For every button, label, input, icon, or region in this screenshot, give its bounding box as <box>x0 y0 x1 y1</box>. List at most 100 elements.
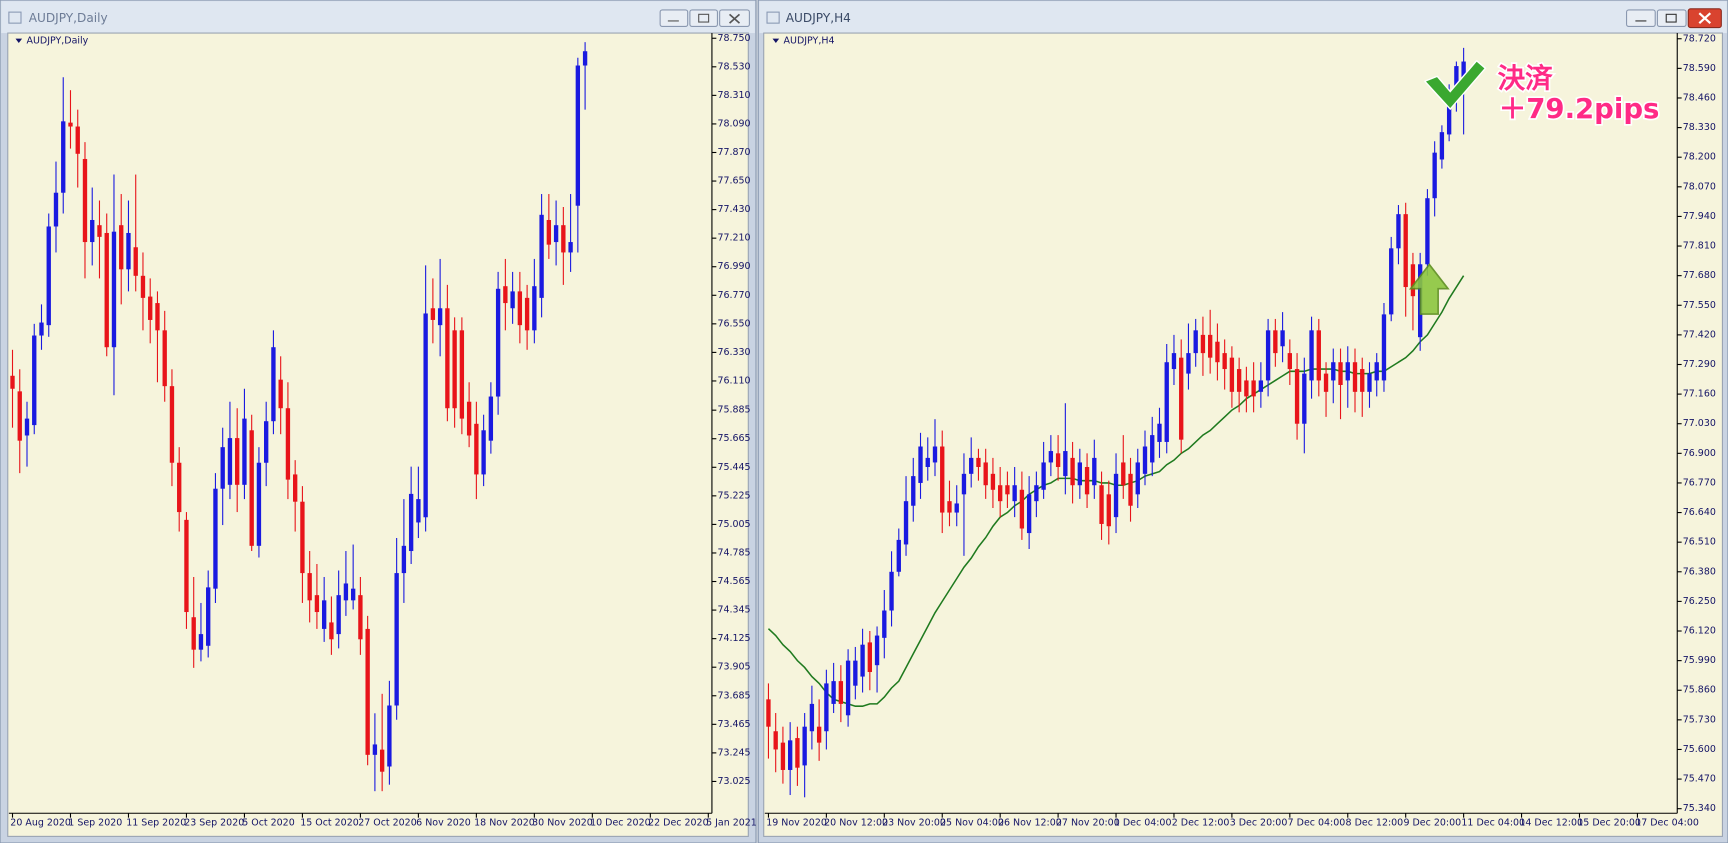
candle-body <box>1034 485 1038 501</box>
candle-body <box>279 380 283 409</box>
x-tick-label: 5 Jan 2021 <box>706 818 757 829</box>
y-tick-label: 77.030 <box>1683 418 1716 429</box>
x-tick-label: 2 Dec 12:00 <box>1172 818 1230 829</box>
annotation: ＋79.2pips <box>1499 93 1660 125</box>
y-tick-label: 78.530 <box>717 61 750 72</box>
maximize-button[interactable] <box>690 10 718 27</box>
candle-body <box>264 421 268 463</box>
candle-body <box>839 681 843 704</box>
x-tick-label: 14 Dec 12:00 <box>1519 818 1583 829</box>
candle-body <box>940 447 944 513</box>
candle-body <box>155 303 159 330</box>
candle-body <box>39 323 43 336</box>
candle-body <box>315 595 319 612</box>
candle-body <box>83 159 87 242</box>
candle-body <box>199 634 203 650</box>
candle-body <box>192 617 196 649</box>
y-tick-label: 75.340 <box>1683 803 1716 814</box>
candle-body <box>76 127 80 154</box>
candle-body <box>1346 362 1350 380</box>
x-tick-label: 19 Nov 2020 <box>766 818 827 829</box>
candle-body <box>1049 451 1053 462</box>
candle-body <box>25 419 29 436</box>
candle-body <box>774 731 778 749</box>
candle-body <box>539 215 543 298</box>
y-tick-label: 77.940 <box>1683 211 1716 222</box>
y-tick-label: 73.465 <box>717 719 750 730</box>
x-tick-label: 26 Nov 12:00 <box>998 818 1062 829</box>
candle-body <box>860 645 864 677</box>
candle-body <box>1302 374 1306 424</box>
y-tick-label: 76.770 <box>717 290 750 301</box>
y-tick-label: 75.860 <box>1683 685 1716 696</box>
candle-body <box>1194 330 1198 353</box>
y-tick-label: 76.120 <box>1683 626 1716 637</box>
y-tick-label: 75.445 <box>717 462 750 473</box>
candle-body <box>802 727 806 766</box>
minimize-button[interactable] <box>660 10 688 27</box>
y-tick-label: 77.430 <box>717 204 750 215</box>
y-tick-label: 77.160 <box>1683 389 1716 400</box>
minimize-button[interactable] <box>1627 10 1656 27</box>
candle-body <box>1150 435 1154 462</box>
y-tick-label: 78.070 <box>1683 181 1716 192</box>
y-tick-label: 76.380 <box>1683 566 1716 577</box>
candle-body <box>474 424 478 475</box>
y-tick-label: 77.550 <box>1683 300 1716 311</box>
x-tick-label: 23 Sep 2020 <box>184 818 244 829</box>
candle-body <box>126 233 130 269</box>
x-tick-label: 25 Nov 04:00 <box>940 818 1004 829</box>
candle-body <box>307 573 311 600</box>
candle-body <box>1186 353 1190 374</box>
candle-body <box>163 330 167 386</box>
candle-body <box>1382 314 1386 380</box>
y-tick-label: 76.510 <box>1683 537 1716 548</box>
candle-body <box>1078 462 1082 485</box>
candle-body <box>889 572 893 611</box>
y-tick-label: 75.665 <box>717 433 750 444</box>
x-tick-label: 1 Dec 04:00 <box>1114 818 1172 829</box>
y-tick-label: 78.460 <box>1683 92 1716 103</box>
candle-body <box>206 587 210 645</box>
y-tick-label: 78.310 <box>717 90 750 101</box>
x-tick-label: 22 Dec 2020 <box>648 818 709 829</box>
window-daily: AUDJPY,Daily AUDJPY,Daily 78.75078.53078… <box>0 0 757 843</box>
candle-body <box>1085 467 1089 494</box>
y-tick-label: 77.210 <box>717 233 750 244</box>
candle-body <box>438 308 442 325</box>
candle-body <box>68 123 72 127</box>
candle-body <box>1136 462 1140 494</box>
candle-body <box>525 298 529 330</box>
candle-body <box>1107 494 1111 526</box>
candle-body <box>1222 353 1226 369</box>
candle-body <box>170 386 174 463</box>
annotation: 決済 <box>1498 62 1554 94</box>
window-title: AUDJPY,Daily <box>29 11 108 25</box>
maximize-button[interactable] <box>1657 10 1686 27</box>
candle-body <box>481 430 485 474</box>
y-tick-label: 75.600 <box>1683 744 1716 755</box>
candle-body <box>1208 335 1212 358</box>
y-tick-label: 76.110 <box>717 375 750 386</box>
y-tick-label: 74.785 <box>717 547 750 558</box>
candle-body <box>955 503 959 512</box>
candle-body <box>221 447 225 489</box>
x-tick-label: 15 Dec 20:00 <box>1577 818 1641 829</box>
candle-body <box>452 330 456 408</box>
candle-body <box>962 474 966 495</box>
candle-body <box>817 727 821 743</box>
y-tick-label: 74.125 <box>717 633 750 644</box>
candle-body <box>1020 490 1024 529</box>
candle-body <box>1440 132 1444 159</box>
candle-body <box>547 220 551 245</box>
candle-body <box>329 622 333 639</box>
y-tick-label: 78.200 <box>1683 152 1716 163</box>
x-tick-label: 27 Oct 2020 <box>358 818 417 829</box>
candle-body <box>1027 494 1031 533</box>
candle-body <box>1251 380 1255 396</box>
candle-body <box>532 286 536 330</box>
x-tick-label: 11 Dec 04:00 <box>1461 818 1525 829</box>
y-tick-label: 76.250 <box>1683 596 1716 607</box>
candle-body <box>1259 380 1263 391</box>
candle-body <box>394 573 398 705</box>
